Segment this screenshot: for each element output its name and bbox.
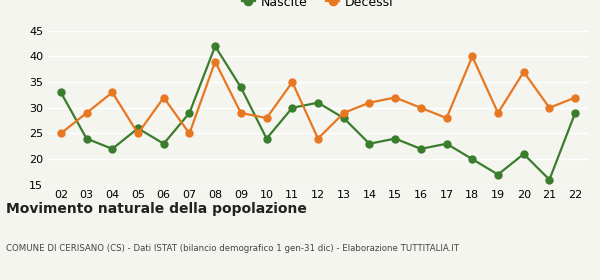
Text: COMUNE DI CERISANO (CS) - Dati ISTAT (bilancio demografico 1 gen-31 dic) - Elabo: COMUNE DI CERISANO (CS) - Dati ISTAT (bi…: [6, 244, 459, 253]
Decessi: [109, 91, 116, 94]
Decessi: [263, 116, 270, 120]
Nascite: [109, 147, 116, 151]
Nascite: [366, 142, 373, 145]
Decessi: [212, 60, 219, 63]
Nascite: [263, 137, 270, 140]
Nascite: [160, 142, 167, 145]
Decessi: [417, 106, 424, 109]
Line: Decessi: Decessi: [58, 53, 578, 142]
Nascite: [520, 152, 527, 156]
Decessi: [340, 111, 347, 115]
Nascite: [417, 147, 424, 151]
Nascite: [186, 111, 193, 115]
Nascite: [546, 178, 553, 181]
Nascite: [340, 116, 347, 120]
Nascite: [83, 137, 90, 140]
Nascite: [494, 173, 502, 176]
Nascite: [134, 127, 142, 130]
Decessi: [83, 111, 90, 115]
Decessi: [314, 137, 322, 140]
Nascite: [57, 91, 64, 94]
Decessi: [494, 111, 502, 115]
Nascite: [469, 157, 476, 161]
Decessi: [469, 55, 476, 58]
Decessi: [443, 116, 450, 120]
Decessi: [289, 80, 296, 84]
Decessi: [546, 106, 553, 109]
Decessi: [237, 111, 244, 115]
Decessi: [160, 96, 167, 99]
Decessi: [186, 132, 193, 135]
Decessi: [366, 101, 373, 104]
Decessi: [392, 96, 399, 99]
Legend: Nascite, Decessi: Nascite, Decessi: [237, 0, 399, 14]
Nascite: [212, 45, 219, 48]
Decessi: [572, 96, 579, 99]
Nascite: [572, 111, 579, 115]
Decessi: [520, 70, 527, 74]
Nascite: [443, 142, 450, 145]
Nascite: [289, 106, 296, 109]
Text: Movimento naturale della popolazione: Movimento naturale della popolazione: [6, 202, 307, 216]
Nascite: [237, 86, 244, 89]
Nascite: [392, 137, 399, 140]
Line: Nascite: Nascite: [58, 43, 578, 183]
Decessi: [57, 132, 64, 135]
Decessi: [134, 132, 142, 135]
Nascite: [314, 101, 322, 104]
